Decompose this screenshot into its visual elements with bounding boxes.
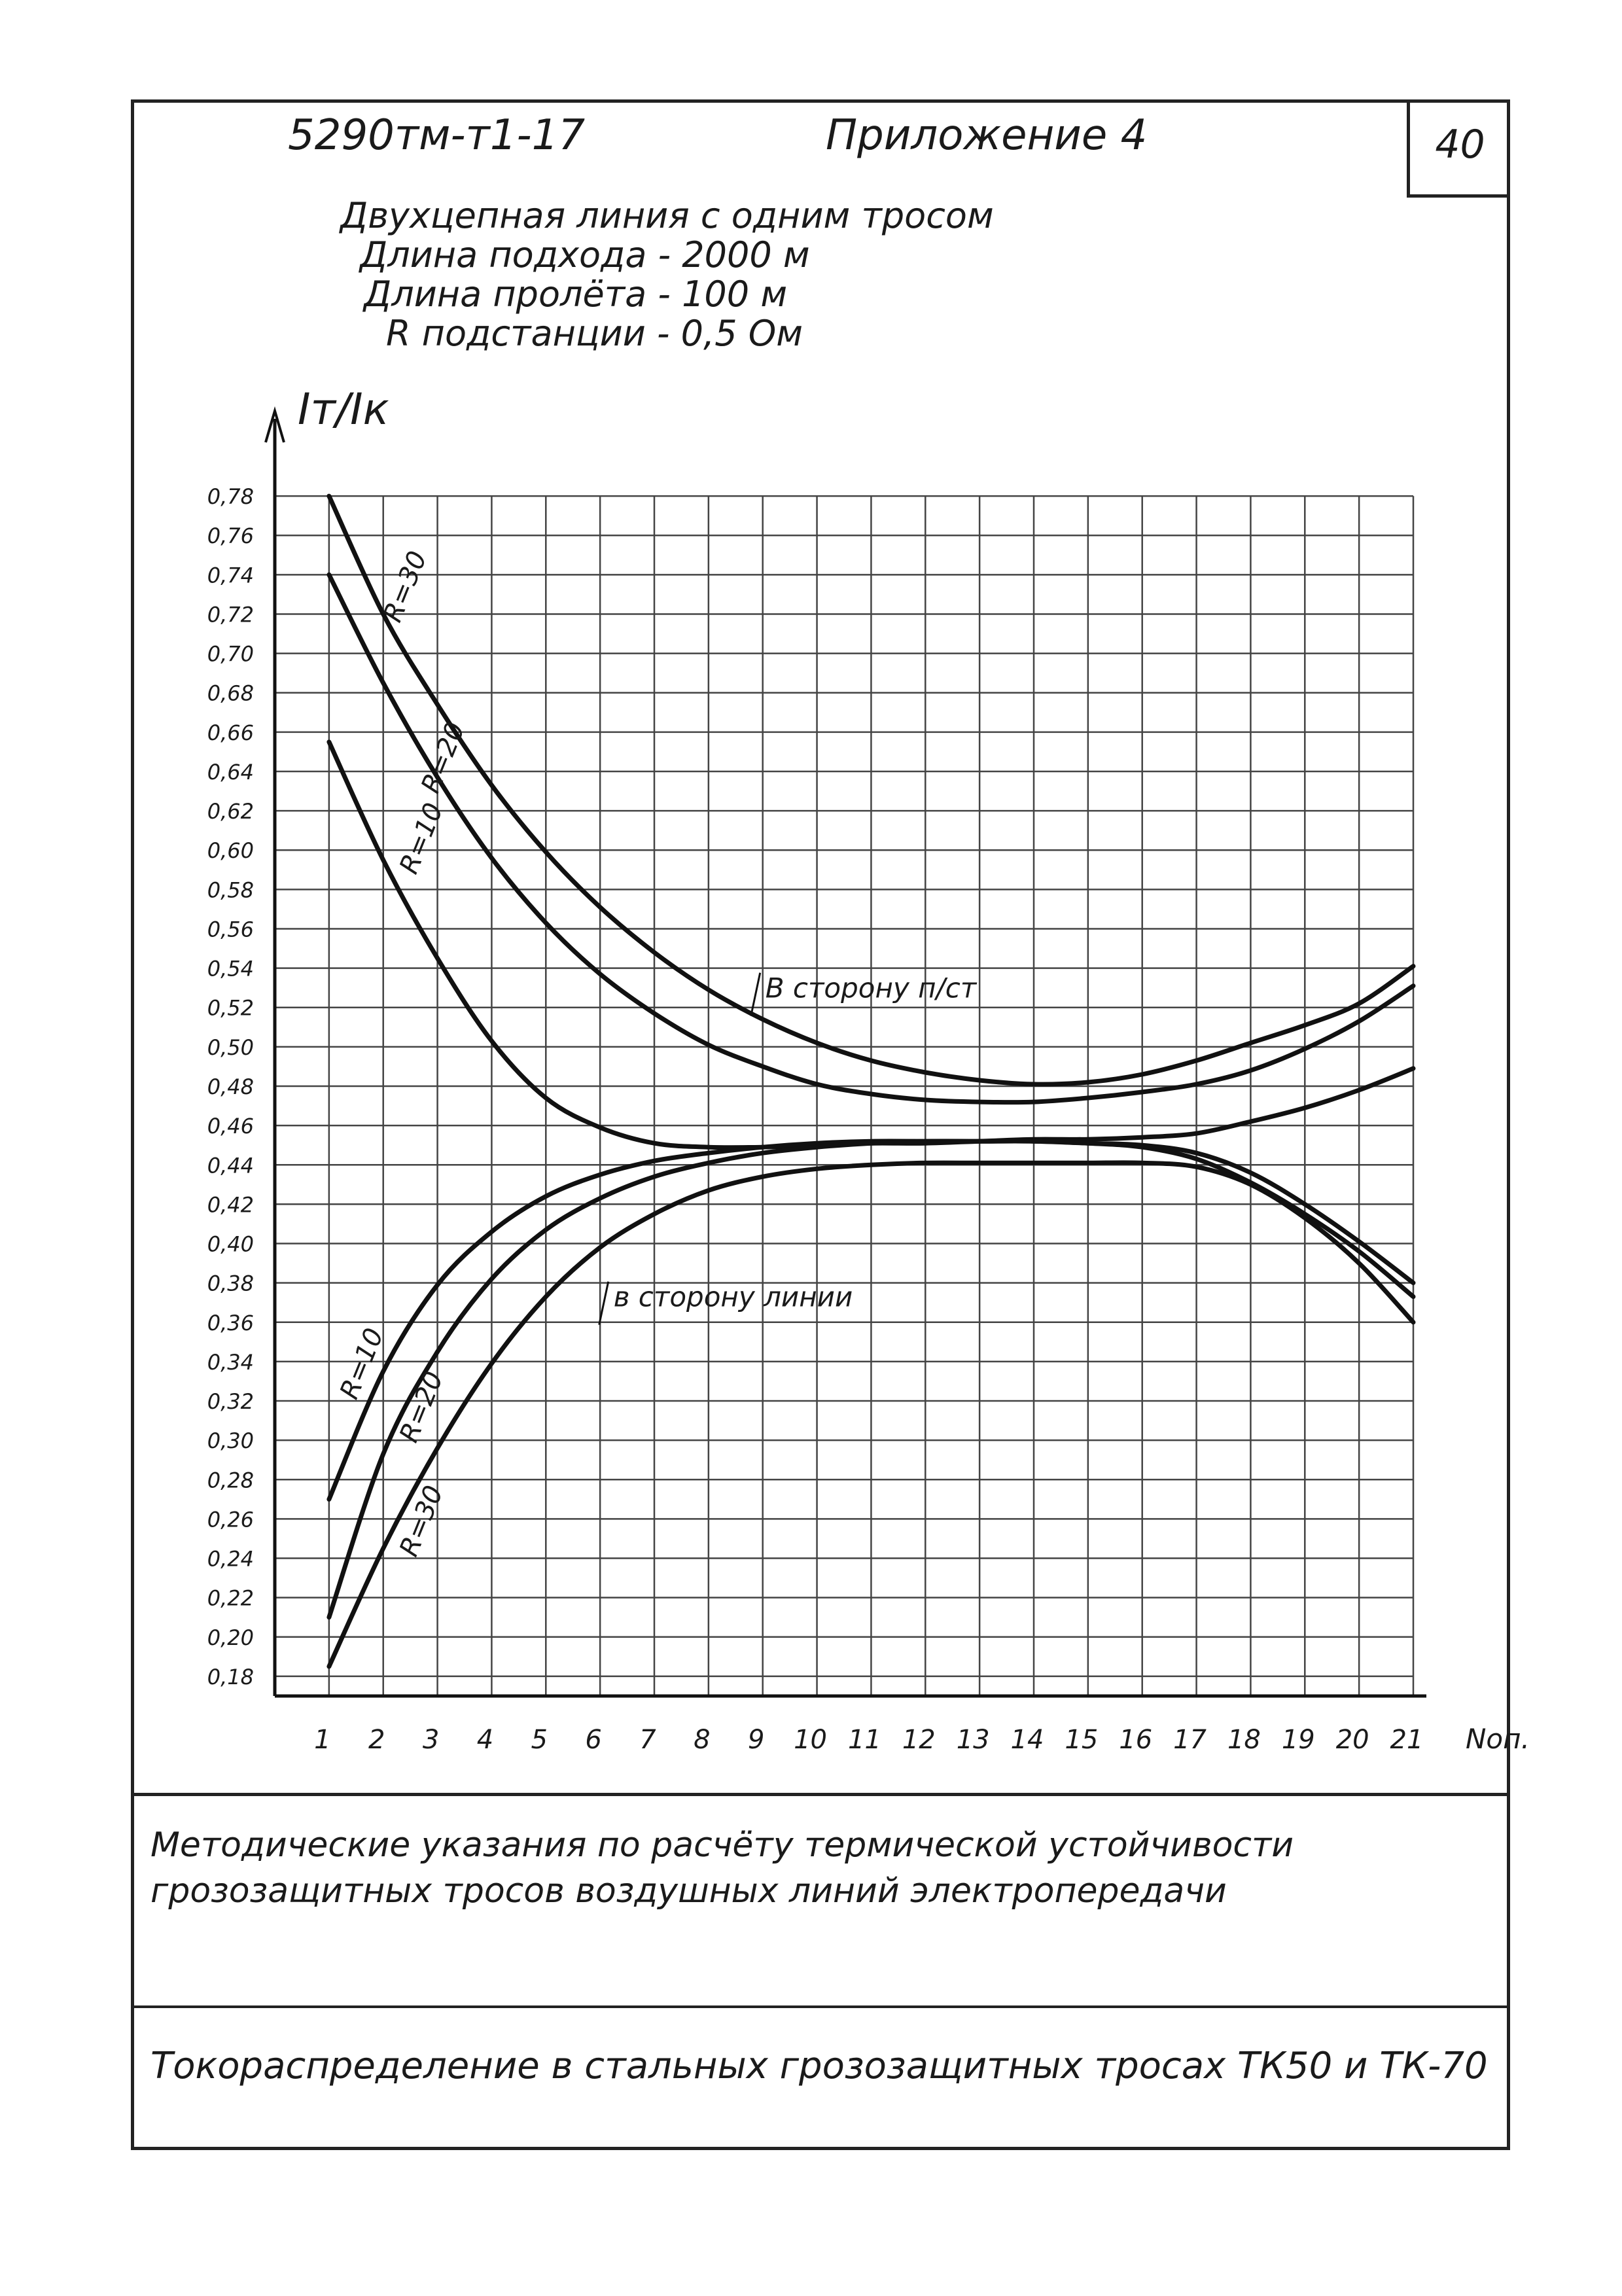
page-number: 40: [1435, 122, 1485, 168]
heading-line-1: Двухцепная линия с одним тросом: [340, 195, 994, 236]
distribution-title: Токораспределение в стальных грозозащитн…: [150, 2045, 1488, 2087]
y-tick-label: 0,26: [207, 1507, 254, 1532]
x-tick-label: 2: [368, 1725, 385, 1755]
x-tick-label: 19: [1282, 1725, 1315, 1755]
y-tick-label: 0,50: [207, 1035, 254, 1060]
y-tick-label: 0,74: [207, 563, 254, 588]
x-tick-label: 18: [1227, 1725, 1261, 1755]
x-tick-label: 8: [694, 1725, 710, 1755]
y-tick-label: 0,60: [207, 838, 254, 863]
annotation-leader: [598, 1281, 610, 1326]
y-tick-label: 0,28: [207, 1468, 254, 1492]
x-tick-label: 11: [848, 1725, 881, 1755]
y-tick-label: 0,58: [207, 877, 254, 902]
y-tick-label: 0,76: [207, 523, 254, 548]
x-tick-label: 6: [585, 1725, 601, 1755]
title-block-divider: [131, 2005, 1510, 2008]
series-line: [326, 1139, 1416, 1620]
doc-code: 5290тм-т1-17: [288, 111, 586, 160]
x-tick-label: 14: [1011, 1725, 1044, 1755]
y-tick-label: 0,34: [207, 1350, 254, 1375]
y-tick-label: 0,20: [207, 1625, 254, 1650]
x-tick-label: 16: [1119, 1725, 1152, 1755]
x-tick-label: 13: [957, 1725, 990, 1755]
y-tick-label: 0,24: [207, 1547, 254, 1572]
x-tick-label: 1: [314, 1725, 330, 1755]
series-line: [326, 1160, 1416, 1669]
title-block: Методические указания по расчёту термиче…: [131, 1793, 1510, 2150]
heading-line-4: R подстанции - 0,5 Ом: [386, 313, 803, 354]
y-tick-label: 0,36: [207, 1311, 254, 1335]
y-tick-label: 0,32: [207, 1389, 254, 1414]
y-tick-label: 0,38: [207, 1271, 254, 1296]
heading-line-3: Длина пролёта - 100 м: [364, 274, 788, 315]
y-tick-label: 0,68: [207, 681, 254, 706]
x-tick-label: 7: [639, 1725, 656, 1755]
series-label: R=30: [394, 1481, 450, 1561]
series-label: R=20: [394, 1368, 450, 1447]
annotation-leader: [750, 972, 762, 1017]
y-tick-label: 0,66: [207, 720, 254, 745]
y-tick-label: 0,46: [207, 1114, 254, 1139]
x-tick-label: 3: [423, 1725, 439, 1755]
page-frame: [131, 99, 1510, 2150]
x-tick-label: 4: [477, 1725, 493, 1755]
series-line: [326, 572, 1416, 1105]
y-axis-label: Iт/Iк: [298, 384, 389, 434]
current-distribution-chart: 1 2 3 4 5 6 7 8 9 10 11 12 13 14 15 16 17 18 19 20 210,780,7…: [207, 384, 1530, 1755]
y-tick-label: 0,44: [207, 1153, 254, 1178]
series-line: [326, 1139, 1416, 1502]
x-axis-label: Nоп.: [1466, 1723, 1530, 1755]
x-tick-label: 15: [1065, 1725, 1098, 1755]
y-tick-label: 0,62: [207, 799, 254, 824]
y-tick-label: 0,52: [207, 996, 254, 1021]
x-tick-label: 17: [1173, 1725, 1207, 1755]
heading-line-2: Длина подхода - 2000 м: [360, 234, 810, 275]
series-label: R=10: [334, 1324, 390, 1403]
y-tick-label: 0,18: [207, 1665, 254, 1689]
annotation-label: В сторону п/ст: [766, 972, 978, 1004]
y-tick-label: 0,56: [207, 917, 254, 942]
y-axis-arrow: [264, 406, 285, 443]
appendix-label: Приложение 4: [826, 111, 1148, 160]
y-tick-label: 0,78: [207, 484, 254, 509]
y-tick-label: 0,30: [207, 1428, 254, 1453]
y-tick-label: 0,70: [207, 642, 254, 667]
y-tick-label: 0,64: [207, 760, 254, 785]
x-tick-label: 10: [794, 1725, 827, 1755]
y-tick-label: 0,42: [207, 1192, 254, 1217]
x-tick-label: 9: [748, 1725, 764, 1755]
y-tick-label: 0,48: [207, 1074, 254, 1099]
page-number-box: 40: [1407, 99, 1510, 198]
y-tick-label: 0,54: [207, 957, 254, 981]
series-line: [326, 493, 1416, 1087]
x-tick-label: 12: [902, 1725, 936, 1755]
y-tick-label: 0,22: [207, 1586, 254, 1611]
y-tick-label: 0,40: [207, 1232, 254, 1257]
x-tick-label: 20: [1336, 1725, 1369, 1755]
annotation-label: в сторону линии: [614, 1281, 853, 1313]
y-tick-label: 0,72: [207, 602, 254, 627]
x-tick-label: 21: [1390, 1725, 1424, 1755]
x-tick-label: 5: [531, 1725, 548, 1755]
method-title: Методические указания по расчёту термиче…: [150, 1826, 1294, 1911]
